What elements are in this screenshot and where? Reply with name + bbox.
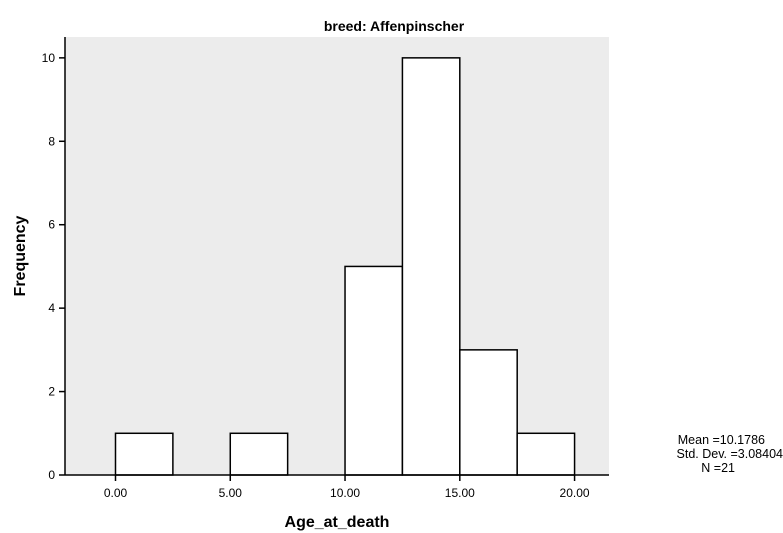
histogram-bar [229,432,289,476]
histogram-bar [344,265,404,476]
y-tick-label: 0 [48,468,55,482]
histogram-bar [459,349,518,476]
y-tick-label: 2 [48,385,55,399]
y-tick-label: 10 [42,51,56,65]
stat-std-dev: Std. Dev. =3.08404 [677,447,783,461]
x-tick-label: 15.00 [445,486,475,500]
plot-background [65,37,609,475]
histogram-bar [516,432,576,476]
chart-title: breed: Affenpinscher [324,18,465,34]
y-axis-title: Frequency [12,215,29,296]
histogram-bars [114,57,576,476]
x-tick-label: 0.00 [104,486,128,500]
stat-mean: Mean =10.1786 [678,433,765,447]
x-tick-label: 10.00 [330,486,360,500]
y-tick-label: 4 [48,301,55,315]
x-tick-label: 20.00 [560,486,590,500]
y-tick-label: 8 [48,134,55,148]
x-tick-label: 5.00 [219,486,243,500]
x-axis-title: Age_at_death [285,514,390,531]
statistics-box: Mean =10.1786 Std. Dev. =3.08404 N =21 [677,433,783,475]
histogram-bar [401,57,461,476]
y-tick-label: 6 [48,218,55,232]
x-axis-ticks: 0.00 5.00 10.00 15.00 20.00 [104,475,590,500]
stat-n: N =21 [701,461,735,475]
axes [64,37,609,476]
y-axis-ticks: 0 2 4 6 8 10 [42,51,65,482]
histogram-bar [114,432,174,476]
